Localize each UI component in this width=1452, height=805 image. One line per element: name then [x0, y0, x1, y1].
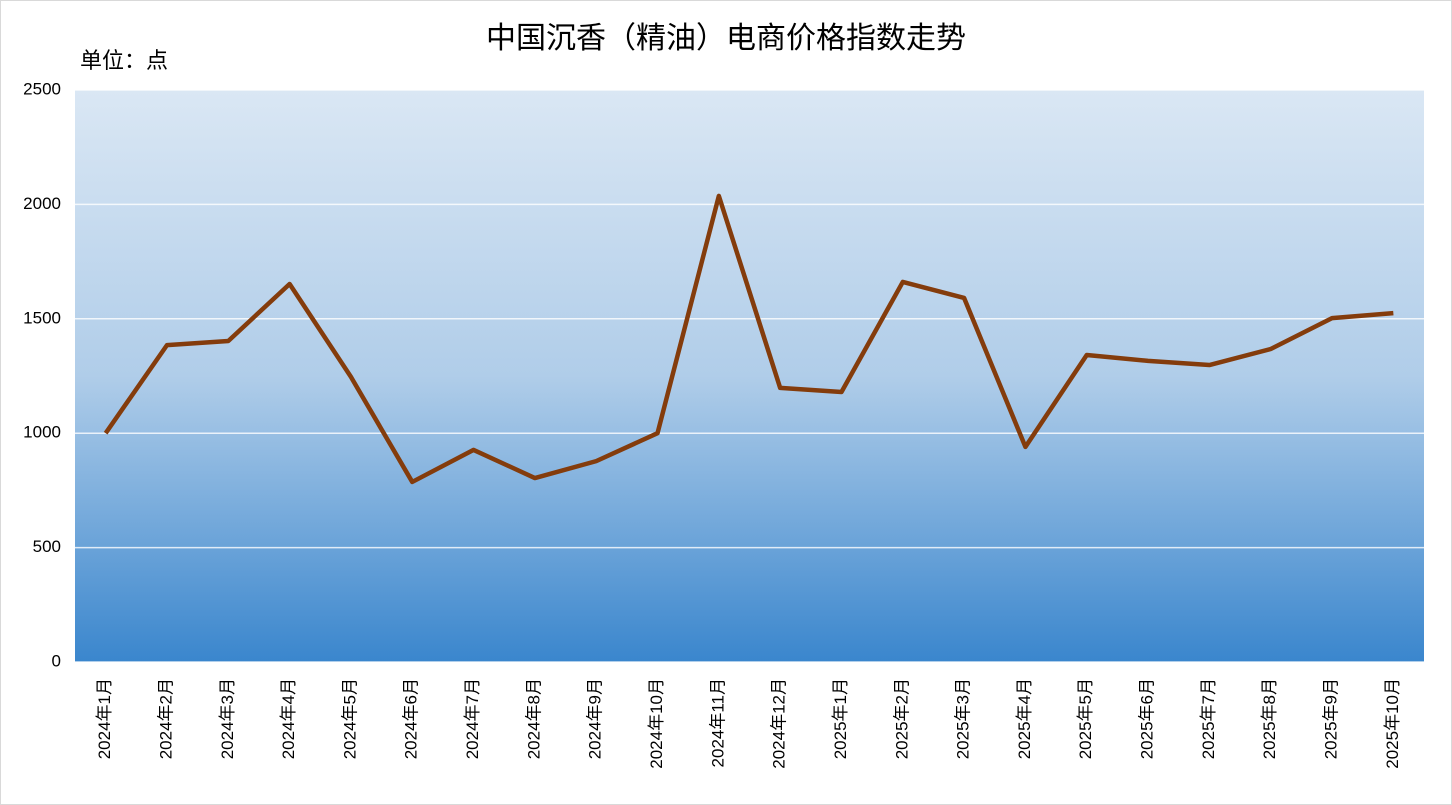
y-tick-label: 0: [52, 651, 61, 670]
x-tick-label: 2025年1月: [831, 678, 850, 759]
x-tick-label: 2024年4月: [279, 678, 298, 759]
x-tick-label: 2024年2月: [156, 678, 175, 759]
chart-title: 中国沉香（精油）电商价格指数走势: [486, 22, 966, 55]
x-tick-label: 2024年6月: [402, 678, 421, 759]
x-tick-label: 2024年8月: [524, 678, 543, 759]
y-tick-label: 1000: [23, 423, 61, 442]
plot-area: [75, 90, 1424, 662]
y-tick-label: 500: [33, 537, 61, 556]
x-tick-label: 2025年8月: [1260, 678, 1279, 759]
x-tick-label: 2024年9月: [586, 678, 605, 759]
x-tick-label: 2025年5月: [1076, 678, 1095, 759]
x-tick-label: 2025年6月: [1138, 678, 1157, 759]
unit-label: 单位：点: [80, 48, 168, 73]
x-tick-label: 2024年1月: [95, 678, 114, 759]
x-tick-label: 2024年11月: [708, 678, 727, 767]
y-tick-label: 2500: [23, 79, 61, 98]
x-tick-label: 2024年5月: [340, 678, 359, 759]
x-tick-label: 2025年3月: [954, 678, 973, 759]
x-tick-label: 2025年7月: [1199, 678, 1218, 759]
x-tick-label: 2024年3月: [218, 678, 237, 759]
x-tick-label: 2024年12月: [770, 678, 789, 769]
y-tick-label: 2000: [23, 194, 61, 213]
line-series: [103, 193, 1394, 485]
x-tick-label: 2024年7月: [463, 678, 482, 759]
y-tick-label: 1500: [23, 308, 61, 327]
x-tick-label: 2025年9月: [1322, 678, 1341, 759]
x-tick-label: 2025年4月: [1015, 678, 1034, 759]
x-tick-label: 2024年10月: [647, 678, 666, 769]
x-tick-label: 2025年2月: [892, 678, 911, 759]
x-tick-label: 2025年10月: [1383, 678, 1402, 769]
